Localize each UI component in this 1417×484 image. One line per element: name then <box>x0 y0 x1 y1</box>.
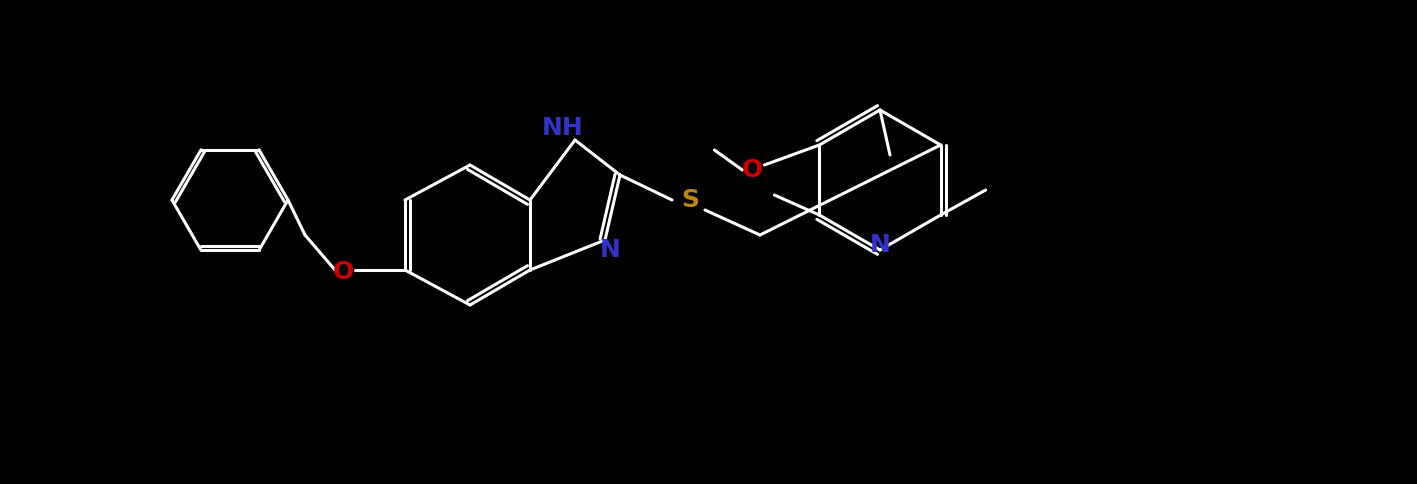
Text: NH: NH <box>543 116 584 140</box>
Text: O: O <box>333 260 354 284</box>
Text: N: N <box>870 233 890 257</box>
Text: S: S <box>682 188 699 212</box>
Text: O: O <box>741 158 762 182</box>
Text: N: N <box>599 238 621 262</box>
